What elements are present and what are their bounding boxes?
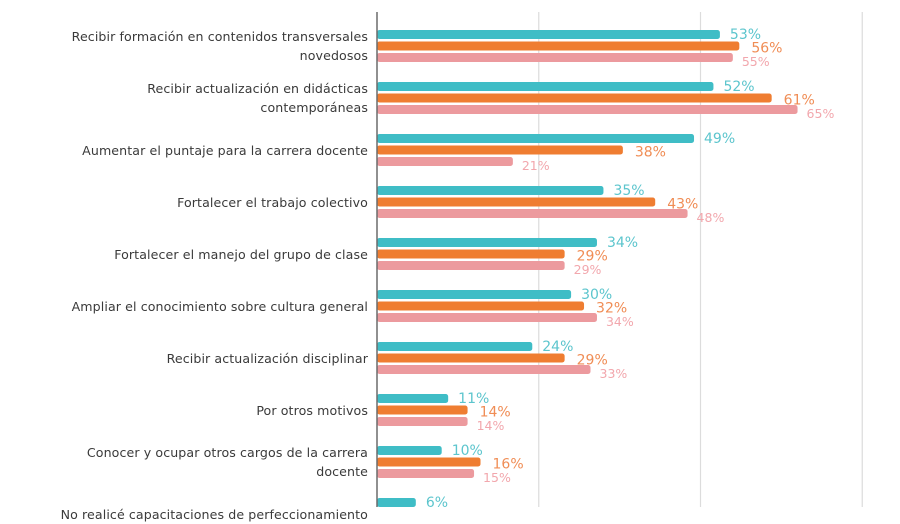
- category-label-line: Ampliar el conocimiento sobre cultura ge…: [71, 298, 368, 314]
- value-label-series-orange-1: 61%: [784, 93, 815, 109]
- bar-series-pink-6: [377, 365, 591, 374]
- bar-series-teal-1: [377, 82, 714, 91]
- category-label: Recibir actualización disciplinar: [8, 349, 368, 368]
- category-label: Por otros motivos: [8, 401, 368, 420]
- bar-series-pink-7: [377, 417, 468, 426]
- bar-series-pink-4: [377, 261, 565, 270]
- value-label-series-teal-4: 34%: [607, 235, 638, 251]
- value-label-series-teal-5: 30%: [581, 287, 612, 303]
- category-label-line: Por otros motivos: [256, 402, 368, 418]
- value-label-series-pink-1: 65%: [807, 106, 835, 121]
- value-label-series-teal-1: 52%: [723, 79, 754, 95]
- category-label: Recibir actualización en didácticas conte…: [8, 79, 368, 117]
- value-label-series-pink-8: 15%: [483, 470, 511, 485]
- value-label-series-teal-8: 10%: [452, 443, 483, 459]
- value-label-series-pink-2: 21%: [522, 158, 550, 173]
- category-label-line: Recibir formación en contenidos transver…: [71, 29, 368, 44]
- value-label-series-pink-0: 55%: [742, 54, 770, 69]
- bar-series-orange-7: [377, 405, 468, 415]
- bar-series-teal-4: [377, 238, 597, 247]
- bar-series-teal-6: [377, 342, 533, 351]
- bar-series-pink-1: [377, 105, 798, 114]
- bar-series-orange-6: [377, 353, 565, 363]
- bar-series-pink-3: [377, 209, 688, 218]
- bar-series-teal-0: [377, 30, 720, 39]
- category-label: Fortalecer el manejo del grupo de clase: [8, 245, 368, 264]
- bar-series-orange-4: [377, 249, 565, 259]
- category-label-line: Conocer y ocupar otros cargos de la carr…: [86, 445, 368, 460]
- category-label: Aumentar el puntaje para la carrera doce…: [8, 141, 368, 160]
- category-label: Recibir formación en contenidos transver…: [8, 27, 368, 65]
- category-label-line: Recibir actualización disciplinar: [166, 350, 368, 366]
- category-label-line: contemporáneas: [260, 100, 368, 115]
- value-label-series-pink-5: 34%: [606, 314, 634, 329]
- value-label-series-orange-5: 32%: [596, 301, 627, 317]
- bar-series-orange-2: [377, 145, 623, 155]
- category-label: No realicé capacitaciones de perfecciona…: [8, 505, 368, 524]
- category-label-line: novedosos: [299, 48, 368, 63]
- category-label: Conocer y ocupar otros cargos de la carr…: [8, 443, 368, 481]
- value-label-series-pink-7: 14%: [477, 418, 505, 433]
- horizontal-bar-chart: 53%56%55%52%61%65%49%38%21%35%43%48%34%2…: [376, 12, 863, 507]
- category-label-line: No realicé capacitaciones de perfecciona…: [60, 506, 368, 522]
- value-label-series-orange-4: 29%: [577, 249, 608, 265]
- bar-series-teal-9: [377, 498, 416, 507]
- category-label-line: Recibir actualización en didácticas: [147, 81, 368, 96]
- bar-series-pink-2: [377, 157, 513, 166]
- value-label-series-orange-0: 56%: [751, 41, 782, 57]
- category-label: Ampliar el conocimiento sobre cultura ge…: [8, 297, 368, 316]
- value-label-series-teal-6: 24%: [542, 339, 573, 355]
- value-label-series-teal-2: 49%: [704, 131, 735, 147]
- category-label-line: Aumentar el puntaje para la carrera doce…: [82, 142, 368, 158]
- category-label: Fortalecer el trabajo colectivo: [8, 193, 368, 212]
- category-label-line: docente: [316, 464, 368, 479]
- value-label-series-orange-3: 43%: [667, 197, 698, 213]
- bar-series-teal-2: [377, 134, 695, 143]
- bar-series-pink-0: [377, 53, 733, 62]
- value-label-series-teal-7: 11%: [458, 391, 489, 407]
- bar-series-orange-0: [377, 41, 740, 51]
- value-label-series-pink-3: 48%: [697, 210, 725, 225]
- value-label-series-teal-3: 35%: [613, 183, 644, 199]
- bar-series-orange-8: [377, 457, 481, 467]
- bar-series-teal-3: [377, 186, 604, 195]
- value-label-series-teal-0: 53%: [730, 27, 761, 43]
- bar-series-orange-5: [377, 301, 585, 311]
- value-label-series-teal-9: 6%: [426, 495, 448, 507]
- bar-series-pink-5: [377, 313, 597, 322]
- bar-series-teal-5: [377, 290, 572, 299]
- value-label-series-orange-8: 16%: [493, 457, 524, 473]
- bar-series-teal-8: [377, 446, 442, 455]
- bar-series-orange-1: [377, 93, 772, 103]
- value-label-series-orange-2: 38%: [635, 145, 666, 161]
- value-label-series-pink-6: 33%: [600, 366, 628, 381]
- value-label-series-orange-7: 14%: [480, 405, 511, 421]
- value-label-series-orange-6: 29%: [577, 353, 608, 369]
- bar-series-teal-7: [377, 394, 449, 403]
- value-label-series-pink-4: 29%: [574, 262, 602, 277]
- bar-series-pink-8: [377, 469, 475, 478]
- category-label-line: Fortalecer el manejo del grupo de clase: [114, 246, 368, 262]
- bar-series-orange-3: [377, 197, 656, 207]
- category-label-line: Fortalecer el trabajo colectivo: [177, 194, 368, 210]
